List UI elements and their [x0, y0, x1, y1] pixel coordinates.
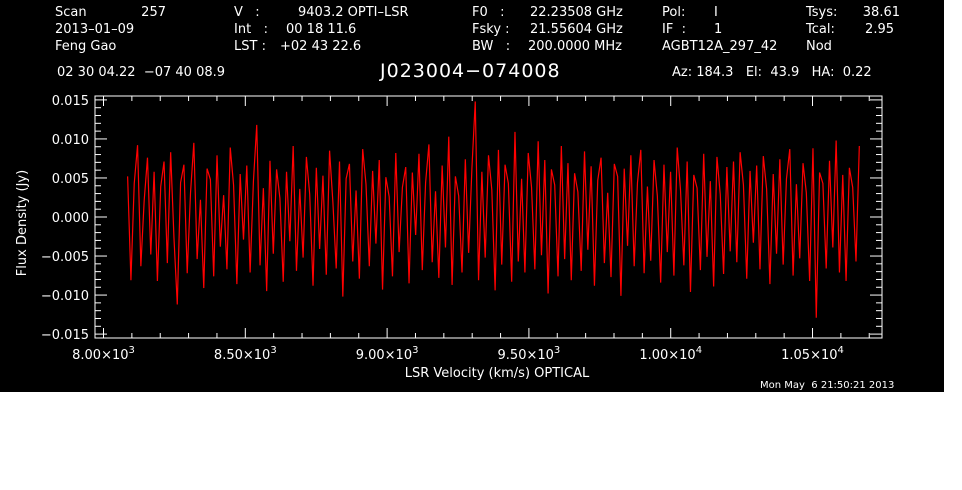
x-tick-label: 9.00×103	[356, 345, 419, 363]
y-axis-label: Flux Density (Jy)	[15, 170, 30, 276]
x-tick-label: 8.00×103	[72, 345, 135, 363]
rest-freq-label: F0 :	[472, 5, 505, 20]
y-tick-label: 0.015	[52, 94, 89, 109]
polarization-label: Pol:	[662, 5, 686, 20]
integration-value: 00 18 11.6	[286, 22, 357, 37]
sky-freq-label: Fsky :	[472, 22, 510, 37]
y-tick-label: −0.010	[41, 289, 89, 304]
observation-date: 2013–01–09	[55, 22, 135, 37]
project-id: AGBT12A_297_42	[662, 39, 778, 54]
x-tick-label: 9.50×103	[498, 345, 561, 363]
spectrum-plot: −0.015 −0.010 −0.005 0.000 0.005 0.010 0.015 8…	[15, 94, 883, 381]
source-name: J023004−074008	[380, 60, 561, 82]
plot-frame	[94, 95, 883, 339]
y-tick-label: 0.010	[52, 133, 89, 148]
bandwidth-value: 200.0000 MHz	[528, 39, 622, 54]
if-value: 1	[714, 22, 723, 37]
x-axis-tick-labels: 8.00×103 8.50×103 9.00×103 9.50×103 1.00×104…	[72, 345, 844, 363]
az-el-ha: Az: 184.3 El: 43.9 HA: 0.22	[672, 65, 872, 80]
x-tick-label: 8.50×103	[214, 345, 277, 363]
plot-timestamp: Mon May 6 21:50:21 2013	[760, 380, 895, 391]
y-tick-label: 0.005	[52, 172, 89, 187]
flux-trace	[127, 101, 860, 318]
tcal-value: 2.95	[865, 22, 894, 37]
scan-value: 257	[141, 5, 166, 20]
velocity-value: 9403.2 OPTI–LSR	[298, 5, 409, 20]
rest-freq-value: 22.23508 GHz	[530, 5, 623, 20]
axis-ticks	[95, 96, 882, 338]
lst-label: LST :	[234, 39, 266, 54]
polarization-value: I	[714, 5, 718, 20]
if-label: IF :	[662, 22, 686, 37]
y-tick-label: −0.005	[41, 250, 89, 265]
velocity-label: V :	[234, 5, 260, 20]
x-tick-label: 1.00×104	[639, 345, 702, 363]
switching-mode: Nod	[806, 39, 832, 54]
integration-label: Int :	[234, 22, 268, 37]
y-axis-tick-labels: −0.015 −0.010 −0.005 0.000 0.005 0.010 0.015	[41, 94, 89, 343]
observer-name: Feng Gao	[55, 39, 117, 54]
spectrum-panel: Scan 257 2013–01–09 Feng Gao V : 9403.2 …	[0, 0, 944, 392]
x-tick-label: 1.05×104	[781, 345, 844, 363]
tsys-label: Tsys:	[806, 5, 838, 20]
x-axis-label: LSR Velocity (km/s) OPTICAL	[405, 366, 590, 381]
flux-series-line	[127, 101, 860, 318]
bandwidth-label: BW :	[472, 39, 511, 54]
lst-value: +02 43 22.6	[280, 39, 362, 54]
y-tick-label: −0.015	[41, 328, 89, 343]
y-tick-label: 0.000	[52, 211, 89, 226]
tcal-label: Tcal:	[806, 22, 835, 37]
source-coordinates: 02 30 04.22 −07 40 08.9	[57, 65, 226, 80]
sky-freq-value: 21.55604 GHz	[530, 22, 623, 37]
scan-label: Scan	[55, 5, 87, 20]
tsys-value: 38.61	[862, 5, 900, 20]
